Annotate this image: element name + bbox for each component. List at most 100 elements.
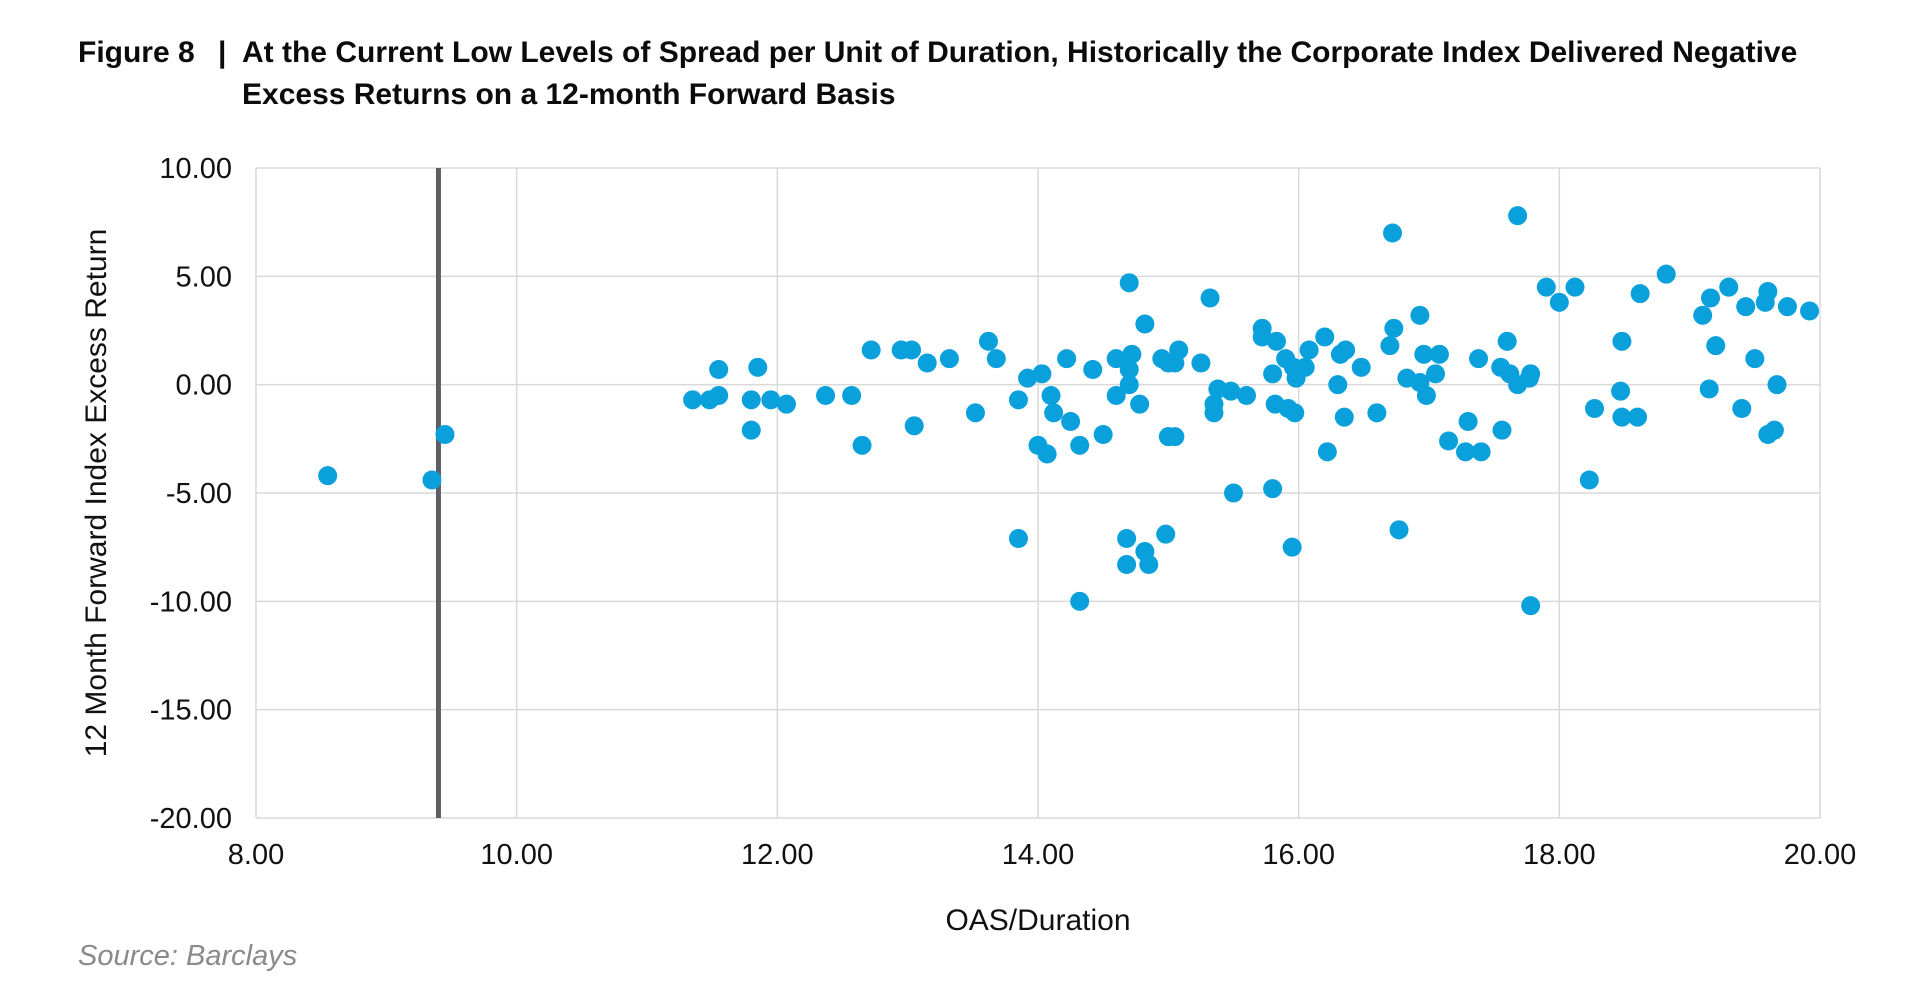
data-point xyxy=(1521,364,1541,384)
y-tick-labels: 10.00 5.00 0.00 -5.00 -10.00 -15.00 -20.00 xyxy=(150,153,232,835)
data-point xyxy=(1037,444,1057,464)
data-point xyxy=(1384,318,1404,338)
data-point xyxy=(1628,407,1648,427)
data-point xyxy=(1414,344,1434,364)
grid-lines xyxy=(255,167,1821,819)
data-point xyxy=(1200,288,1220,308)
data-point xyxy=(1252,327,1272,347)
data-point xyxy=(435,425,455,444)
data-point xyxy=(1777,297,1797,317)
data-point xyxy=(1611,381,1631,401)
data-point xyxy=(1317,442,1337,462)
data-point xyxy=(1416,386,1436,405)
figure-title: At the Current Low Levels of Spread per … xyxy=(242,36,1798,111)
data-point xyxy=(741,420,761,440)
data-point xyxy=(917,353,937,373)
data-point xyxy=(1699,379,1719,399)
data-point xyxy=(1070,435,1090,455)
data-point xyxy=(1093,425,1113,444)
data-point xyxy=(1585,399,1605,418)
data-point xyxy=(1410,305,1430,325)
x-tick-label: 12.00 xyxy=(741,839,814,871)
data-point xyxy=(318,466,338,486)
data-point xyxy=(861,340,881,360)
data-point xyxy=(1565,277,1585,297)
data-point xyxy=(1458,412,1478,431)
data-point xyxy=(1758,282,1778,301)
data-point xyxy=(1455,442,1475,462)
data-point xyxy=(1389,520,1409,540)
data-point xyxy=(1135,314,1155,334)
data-point xyxy=(1536,277,1556,297)
data-point xyxy=(1169,340,1189,360)
data-point xyxy=(422,470,442,490)
data-point xyxy=(986,349,1006,369)
data-point xyxy=(1221,381,1241,401)
data-point xyxy=(709,360,729,379)
data-point xyxy=(1285,403,1305,423)
data-point xyxy=(1119,360,1139,379)
data-point xyxy=(1719,277,1739,297)
x-tick-label: 18.00 xyxy=(1523,839,1596,871)
y-tick-label: -20.00 xyxy=(150,803,232,835)
data-point xyxy=(1044,403,1064,423)
data-point xyxy=(1204,403,1224,423)
y-tick-label: 5.00 xyxy=(176,261,232,293)
data-point xyxy=(1612,331,1632,351)
data-point xyxy=(1315,327,1335,347)
data-point xyxy=(1579,470,1599,490)
data-point xyxy=(776,394,796,414)
data-point xyxy=(1656,264,1676,284)
data-point xyxy=(1521,596,1541,616)
x-tick-label: 20.00 xyxy=(1784,839,1857,871)
data-point xyxy=(1070,591,1090,611)
data-point xyxy=(1429,344,1449,364)
data-point xyxy=(1497,331,1517,351)
data-point xyxy=(1508,206,1528,226)
data-point xyxy=(1139,555,1159,574)
data-point xyxy=(709,386,729,405)
data-point xyxy=(1119,273,1139,293)
data-point xyxy=(1119,375,1139,395)
data-point xyxy=(1351,357,1371,377)
data-point xyxy=(1706,336,1726,356)
x-tick-label: 16.00 xyxy=(1262,839,1335,871)
figure-separator: | xyxy=(218,36,227,69)
data-point xyxy=(1057,349,1077,369)
data-point xyxy=(1732,399,1752,418)
data-point xyxy=(1745,349,1765,369)
data-point xyxy=(1764,420,1784,440)
data-point xyxy=(852,435,872,455)
data-point xyxy=(1106,386,1126,405)
data-point xyxy=(1224,483,1243,503)
data-point xyxy=(1191,353,1211,373)
data-point xyxy=(1492,420,1512,440)
x-tick-label: 10.00 xyxy=(480,839,553,871)
data-point xyxy=(1130,394,1150,414)
data-point xyxy=(978,331,998,351)
data-point xyxy=(1736,297,1756,317)
x-tick-labels: 8.00 10.00 12.00 14.00 16.00 18.00 20.00 xyxy=(228,839,1857,871)
data-point xyxy=(1122,344,1142,364)
data-point xyxy=(1018,368,1038,388)
data-point xyxy=(842,386,862,405)
data-point xyxy=(761,390,781,410)
y-tick-label: 10.00 xyxy=(159,153,232,185)
data-point xyxy=(1263,479,1283,499)
data-point xyxy=(1334,407,1354,427)
data-point xyxy=(1117,529,1137,548)
data-point xyxy=(1299,340,1319,360)
data-point xyxy=(1693,305,1713,325)
data-point xyxy=(1041,386,1061,405)
y-axis-label: 12 Month Forward Index Excess Return xyxy=(80,229,113,758)
data-point xyxy=(1295,357,1315,377)
data-point xyxy=(1367,403,1387,423)
data-point xyxy=(1800,301,1820,321)
data-point xyxy=(1032,364,1052,384)
data-point xyxy=(683,390,703,410)
data-point xyxy=(1612,407,1632,427)
data-point xyxy=(1701,288,1721,308)
source-note: Source: Barclays xyxy=(78,940,298,972)
data-point xyxy=(939,349,959,369)
